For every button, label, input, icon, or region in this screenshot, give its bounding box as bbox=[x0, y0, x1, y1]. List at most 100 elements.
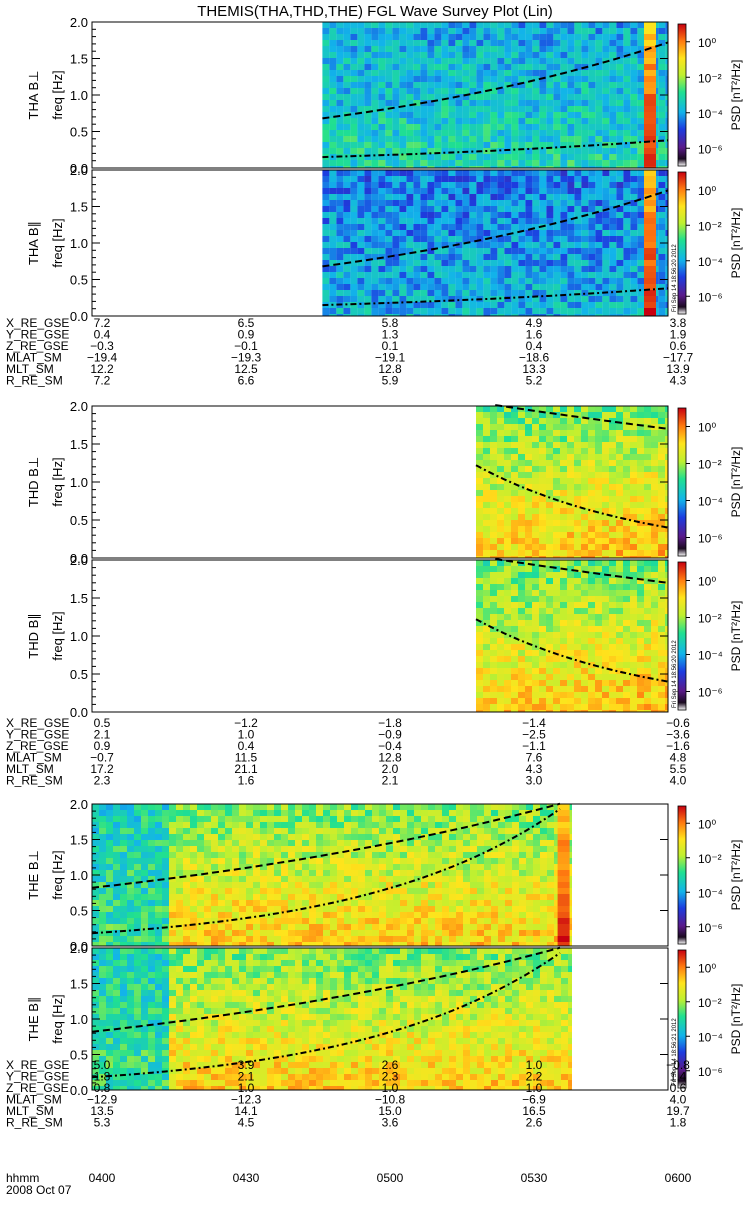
figure-title: THEMIS(THA,THD,THE) FGL Wave Survey Plot… bbox=[197, 3, 553, 20]
ephemeris-label: R_RE_SM bbox=[6, 374, 63, 388]
colorbar-tick-label: 10⁻² bbox=[698, 996, 722, 1010]
ephemeris-value: 5.9 bbox=[382, 374, 399, 388]
y-tick-label: 1.5 bbox=[70, 977, 88, 992]
colorbar-label: PSD [nT²/Hz] bbox=[729, 840, 743, 911]
colorbar-tick-label: 10⁻⁶ bbox=[698, 686, 723, 700]
y-tick-label: 2.0 bbox=[70, 797, 88, 812]
y-tick-label: 0.5 bbox=[70, 1048, 88, 1063]
colorbar-tick-label: 10⁰ bbox=[698, 421, 716, 435]
panel-yunit: freq [Hz] bbox=[50, 850, 65, 899]
panel-yunit: freq [Hz] bbox=[50, 70, 65, 119]
y-tick-label: 1.0 bbox=[70, 236, 88, 251]
y-tick-label: 1.5 bbox=[70, 437, 88, 452]
y-tick-label: 2.0 bbox=[70, 15, 88, 30]
y-tick-label: 1.0 bbox=[70, 475, 88, 490]
ephemeris-value: 1.8 bbox=[670, 1116, 687, 1130]
y-tick-label: 2.0 bbox=[70, 163, 88, 178]
y-tick-label: 0.5 bbox=[70, 273, 88, 288]
y-tick-label: 0.5 bbox=[70, 904, 88, 919]
spectrogram-cells bbox=[92, 804, 572, 946]
ephemeris-value: 4.3 bbox=[670, 374, 687, 388]
spectrogram-cells bbox=[322, 22, 668, 168]
y-tick-label: 1.5 bbox=[70, 591, 88, 606]
y-tick-label: 1.5 bbox=[70, 200, 88, 215]
time-tick-label: 0430 bbox=[233, 1171, 260, 1185]
colorbar-tick-label: 10⁻⁴ bbox=[698, 649, 723, 663]
colorbar-label: PSD [nT²/Hz] bbox=[729, 984, 743, 1055]
y-tick-label: 1.0 bbox=[70, 88, 88, 103]
time-tick-label: 0600 bbox=[665, 1171, 692, 1185]
ephemeris-value: 2.1 bbox=[382, 774, 399, 788]
spike-column bbox=[558, 804, 570, 946]
panel-yunit: freq [Hz] bbox=[50, 457, 65, 506]
panel-ylabel: THD B⊥ bbox=[26, 457, 41, 507]
plot-timestamp: Fri Sep 14 18:56:20 2012 bbox=[672, 640, 678, 708]
y-tick-label: 0.5 bbox=[70, 513, 88, 528]
panel-ylabel: THA B⊥ bbox=[26, 71, 41, 120]
colorbar-tick-label: 10⁻⁶ bbox=[698, 1065, 723, 1079]
spectrogram-cells bbox=[92, 948, 572, 1090]
ephemeris-value: 3.6 bbox=[382, 1116, 399, 1130]
colorbar-tick-label: 10⁻⁴ bbox=[698, 1030, 723, 1044]
ephemeris-value: 5.2 bbox=[526, 374, 543, 388]
colorbar-tick-label: 10⁻⁴ bbox=[698, 255, 723, 269]
colorbar-tick-label: 10⁰ bbox=[698, 184, 716, 198]
plot-timestamp: Fri Sep 14 18:56:20 2012 bbox=[672, 244, 678, 312]
time-tick-label: 0500 bbox=[377, 1171, 404, 1185]
colorbar-tick-label: 10⁰ bbox=[698, 817, 716, 831]
panel-yunit: freq [Hz] bbox=[50, 611, 65, 660]
y-tick-label: 0.0 bbox=[70, 705, 88, 720]
ephemeris-value: 3.0 bbox=[526, 774, 543, 788]
y-tick-label: 1.5 bbox=[70, 52, 88, 67]
colorbar-label: PSD [nT²/Hz] bbox=[729, 208, 743, 279]
y-tick-label: 2.0 bbox=[70, 399, 88, 414]
ephemeris-value: 4.0 bbox=[670, 774, 687, 788]
panel-yunit: freq [Hz] bbox=[50, 218, 65, 267]
y-tick-label: 0.0 bbox=[70, 1083, 88, 1098]
colorbar-tick-label: 10⁰ bbox=[698, 575, 716, 589]
y-tick-label: 1.0 bbox=[70, 629, 88, 644]
colorbar-tick-label: 10⁻² bbox=[698, 852, 722, 866]
ephemeris-value: 7.2 bbox=[94, 374, 111, 388]
colorbar-tick-label: 10⁻⁴ bbox=[698, 107, 723, 121]
y-tick-label: 1.5 bbox=[70, 833, 88, 848]
ephemeris-label: R_RE_SM bbox=[6, 1116, 63, 1130]
spike-column bbox=[644, 22, 656, 168]
colorbar-tick-label: 10⁻² bbox=[698, 458, 722, 472]
time-tick-label: 0400 bbox=[89, 1171, 116, 1185]
panel-ylabel: THE B∥ bbox=[26, 997, 41, 1042]
y-tick-label: 2.0 bbox=[70, 941, 88, 956]
ephemeris-value: 2.6 bbox=[526, 1116, 543, 1130]
ephemeris-value: 2.3 bbox=[94, 774, 111, 788]
y-tick-label: 0.0 bbox=[70, 309, 88, 324]
ephemeris-value: 1.6 bbox=[238, 774, 255, 788]
panel-tha-par: 0.0 0.5 1.0 1.5 2.0 THA B∥ freq [Hz] 10⁰ 10⁻² 10⁻… bbox=[26, 163, 743, 324]
panel-ylabel: THE B⊥ bbox=[26, 850, 41, 900]
colorbar-tick-label: 10⁻⁶ bbox=[698, 532, 723, 546]
y-tick-label: 2.0 bbox=[70, 553, 88, 568]
ephemeris-value: 4.5 bbox=[238, 1116, 255, 1130]
ephemeris-label: R_RE_SM bbox=[6, 774, 63, 788]
y-tick-label: 0.5 bbox=[70, 667, 88, 682]
colorbar-label: PSD [nT²/Hz] bbox=[729, 601, 743, 672]
colorbar-tick-label: 10⁻² bbox=[698, 219, 722, 233]
colorbar-tick-label: 10⁰ bbox=[698, 36, 716, 50]
spectrogram-cells bbox=[476, 406, 668, 558]
panel-ylabel: THA B∥ bbox=[26, 221, 41, 265]
colorbar-label: PSD [nT²/Hz] bbox=[729, 447, 743, 518]
y-tick-label: 0.5 bbox=[70, 125, 88, 140]
colorbar-tick-label: 10⁻² bbox=[698, 612, 722, 626]
time-tick-label: 0530 bbox=[521, 1171, 548, 1185]
spike-column bbox=[644, 170, 656, 316]
colorbar: 10⁰ 10⁻² 10⁻⁴ 10⁻⁶ PSD [nT²/Hz] bbox=[678, 562, 743, 710]
